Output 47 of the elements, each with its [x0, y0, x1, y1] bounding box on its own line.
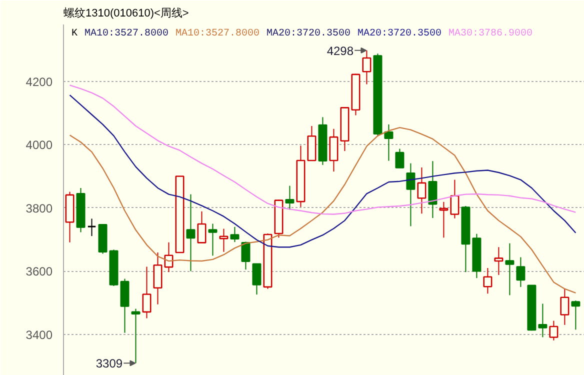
candlestick: [241, 241, 250, 270]
text: MA20:3720.3500: [358, 28, 442, 40]
candlestick: [549, 320, 558, 341]
annotation: MA20:3720.3500: [266, 28, 351, 40]
y-tick-label: 4200: [26, 74, 53, 89]
annotation: MA10:3527.8000: [84, 28, 169, 40]
candlestick: [164, 242, 174, 273]
candlestick: [362, 50, 372, 85]
candlestick: [285, 185, 294, 210]
chart-title: 螺纹1310(010610)<周线>: [64, 6, 189, 20]
candlestick: [428, 160, 438, 219]
line-series: [69, 126, 576, 294]
line-series: [69, 94, 576, 248]
candlestick: [208, 223, 218, 256]
y-tick-label: 3400: [26, 328, 53, 342]
candlestick: [87, 218, 96, 237]
text: MA30:3786.9000: [448, 28, 533, 40]
y-tick-label: 4000: [26, 138, 53, 152]
candlestick: [439, 201, 448, 238]
candlestick: [494, 246, 504, 276]
candlestick: [186, 194, 196, 272]
candlestick: [230, 226, 240, 243]
line-series: [69, 84, 576, 215]
candlestick: [417, 166, 426, 214]
candlestick: [329, 128, 338, 172]
annotation: 3309: [96, 356, 123, 371]
candlestick: [131, 308, 140, 364]
annotation: 4298: [326, 44, 354, 58]
annotation: K: [72, 28, 78, 40]
candlestick: [483, 267, 492, 294]
candlestick: [450, 179, 460, 219]
y-tick-label: 3800: [26, 201, 53, 216]
candlestick: [406, 162, 416, 227]
candlestick: [219, 228, 228, 252]
candlestick: [505, 242, 514, 296]
candlestick: [571, 300, 580, 330]
candlestick: [142, 266, 152, 319]
candlestick: [384, 124, 394, 162]
text: MA10:3527.8000: [176, 28, 260, 40]
candlestick: [153, 252, 162, 305]
y-tick-label: 3600: [26, 264, 53, 279]
candlestick: [197, 210, 206, 244]
candlestick: [252, 263, 262, 296]
candlestick: [538, 303, 548, 338]
candlestick: [395, 148, 404, 168]
candlestick: [516, 256, 526, 288]
candlestick: [560, 288, 570, 326]
